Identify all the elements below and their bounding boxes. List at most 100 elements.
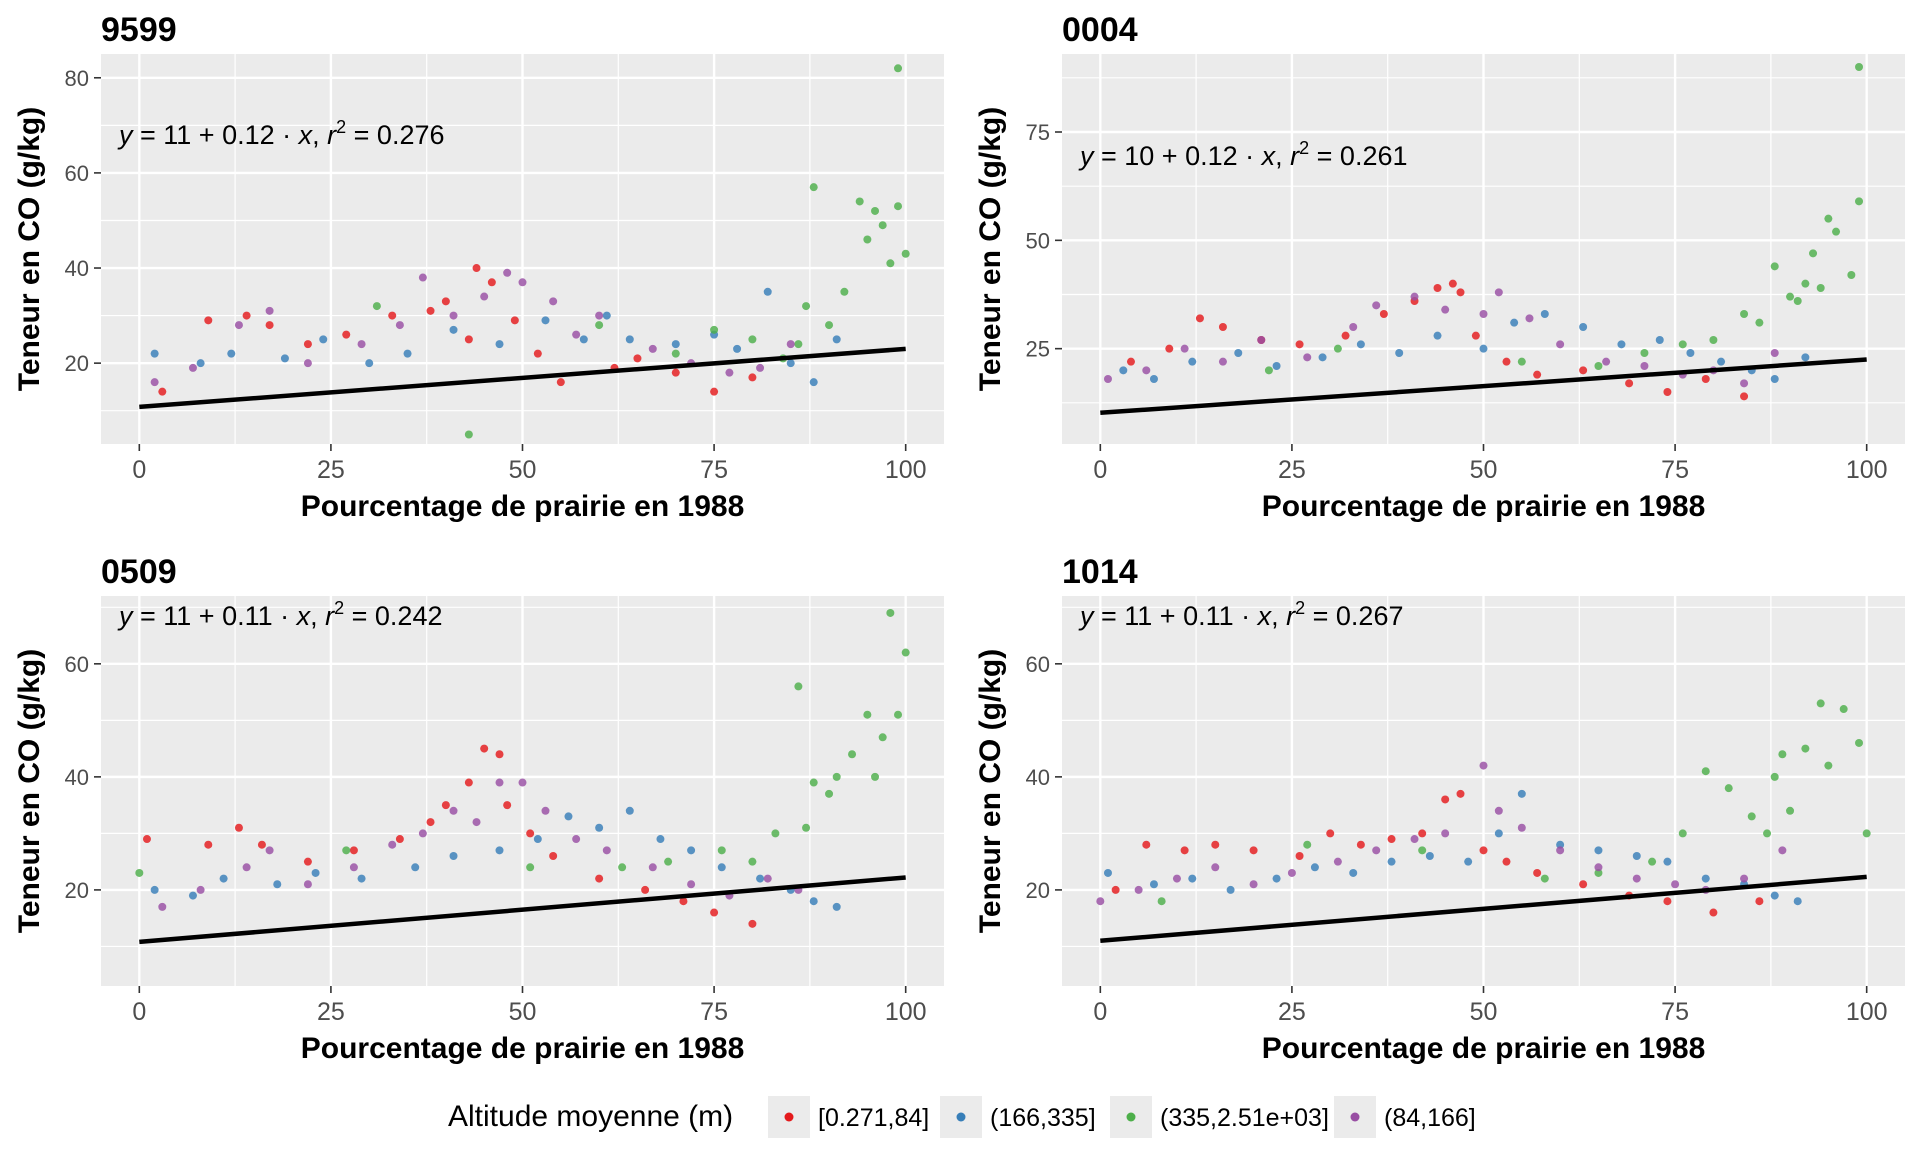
data-point <box>1111 885 1120 894</box>
data-point <box>710 325 719 334</box>
data-point <box>1671 880 1680 889</box>
y-axis-title: Teneur en CO (g/kg) <box>13 107 46 391</box>
data-point <box>495 750 504 759</box>
equation-part: = 0.276 <box>346 120 444 150</box>
data-point <box>1303 840 1312 849</box>
data-point <box>825 321 834 330</box>
data-point <box>1356 840 1365 849</box>
data-point <box>648 863 657 872</box>
y-tick-label: 20 <box>65 351 89 376</box>
data-point <box>503 268 512 277</box>
equation-annotation: y = 11 + 0.12 · x, r2 = 0.276 <box>117 117 445 150</box>
data-point <box>1755 318 1764 327</box>
data-point <box>625 335 634 344</box>
x-tick-label: 75 <box>700 456 728 484</box>
equation-part: y <box>117 601 134 631</box>
legend-label: (335,2.51e+03] <box>1160 1104 1329 1132</box>
data-point <box>1356 340 1365 349</box>
data-point <box>1663 897 1672 906</box>
data-point <box>342 330 351 339</box>
facet-3: 1014 0 25 50 75 100 20 40 60 y = 11 + 0.11 · x, r… <box>974 553 1905 1065</box>
x-tick-label: 25 <box>1278 456 1306 484</box>
data-point <box>1678 829 1687 838</box>
data-point <box>1709 336 1718 344</box>
data-point <box>1801 353 1810 362</box>
data-point <box>572 835 581 844</box>
data-point <box>771 829 780 838</box>
data-point <box>1464 857 1473 866</box>
data-point <box>595 311 604 320</box>
data-point <box>602 311 611 320</box>
data-point <box>411 863 420 872</box>
data-point <box>832 335 841 344</box>
y-tick-label: 60 <box>1026 652 1050 677</box>
data-point <box>1218 323 1227 331</box>
data-point <box>1494 829 1503 838</box>
data-point <box>1218 357 1227 366</box>
x-axis-title: Pourcentage de prairie en 1988 <box>1262 490 1706 523</box>
data-point <box>1264 366 1273 375</box>
data-point <box>319 335 328 344</box>
data-point <box>1211 840 1220 849</box>
data-point <box>1824 214 1833 223</box>
data-point <box>1326 829 1335 838</box>
legend-key-point <box>1126 1112 1136 1122</box>
data-point <box>572 330 581 339</box>
data-point <box>1441 305 1450 314</box>
data-point <box>1418 829 1427 838</box>
data-point <box>1778 846 1787 855</box>
data-point <box>710 908 719 917</box>
facet-0: 9599 0 25 50 75 100 20 40 60 80 y = 11 + 0.12 · x,… <box>13 11 944 523</box>
data-point <box>1793 897 1802 906</box>
equation-part: y <box>1078 601 1095 631</box>
x-tick-label: 50 <box>1470 998 1498 1026</box>
data-point <box>526 863 535 872</box>
data-point <box>1172 874 1181 883</box>
data-point <box>1747 812 1756 821</box>
equation-part: x <box>297 120 314 150</box>
data-point <box>418 273 427 282</box>
data-point <box>641 885 650 894</box>
data-point <box>579 335 588 344</box>
data-point <box>871 206 880 215</box>
data-point <box>786 359 795 368</box>
data-point <box>1425 852 1434 860</box>
data-point <box>1717 357 1726 366</box>
data-point <box>1625 379 1634 388</box>
data-point <box>1709 908 1718 917</box>
y-tick-label: 75 <box>1026 120 1050 145</box>
data-point <box>1142 366 1151 375</box>
equation-part: = 11 + 0.12 · <box>133 120 299 150</box>
equation-part: r <box>1290 141 1300 171</box>
data-point <box>1333 344 1342 353</box>
data-point <box>671 340 680 349</box>
data-point <box>1310 863 1319 872</box>
data-point <box>204 316 213 325</box>
data-point <box>1195 314 1204 323</box>
data-point <box>1663 388 1672 396</box>
data-point <box>158 902 167 911</box>
equation-part: , <box>312 120 327 150</box>
data-point <box>495 778 504 787</box>
data-point <box>449 806 458 815</box>
data-point <box>1678 340 1687 349</box>
data-point <box>1379 310 1388 318</box>
data-point <box>1287 868 1296 877</box>
regression-line <box>139 875 906 945</box>
data-point <box>449 311 458 320</box>
data-point <box>1410 292 1419 301</box>
data-point <box>1786 806 1795 815</box>
data-point <box>1149 880 1158 889</box>
data-point <box>495 340 504 349</box>
data-point <box>1234 349 1243 357</box>
data-point <box>1134 885 1143 894</box>
legend-label: (84,166] <box>1384 1104 1476 1132</box>
data-point <box>687 846 696 855</box>
data-point <box>1579 880 1588 889</box>
data-point <box>1119 366 1128 375</box>
data-point <box>234 321 243 330</box>
equation-part: , <box>310 601 325 631</box>
data-point <box>1211 863 1220 872</box>
data-point <box>1180 846 1189 855</box>
data-point <box>242 863 251 872</box>
